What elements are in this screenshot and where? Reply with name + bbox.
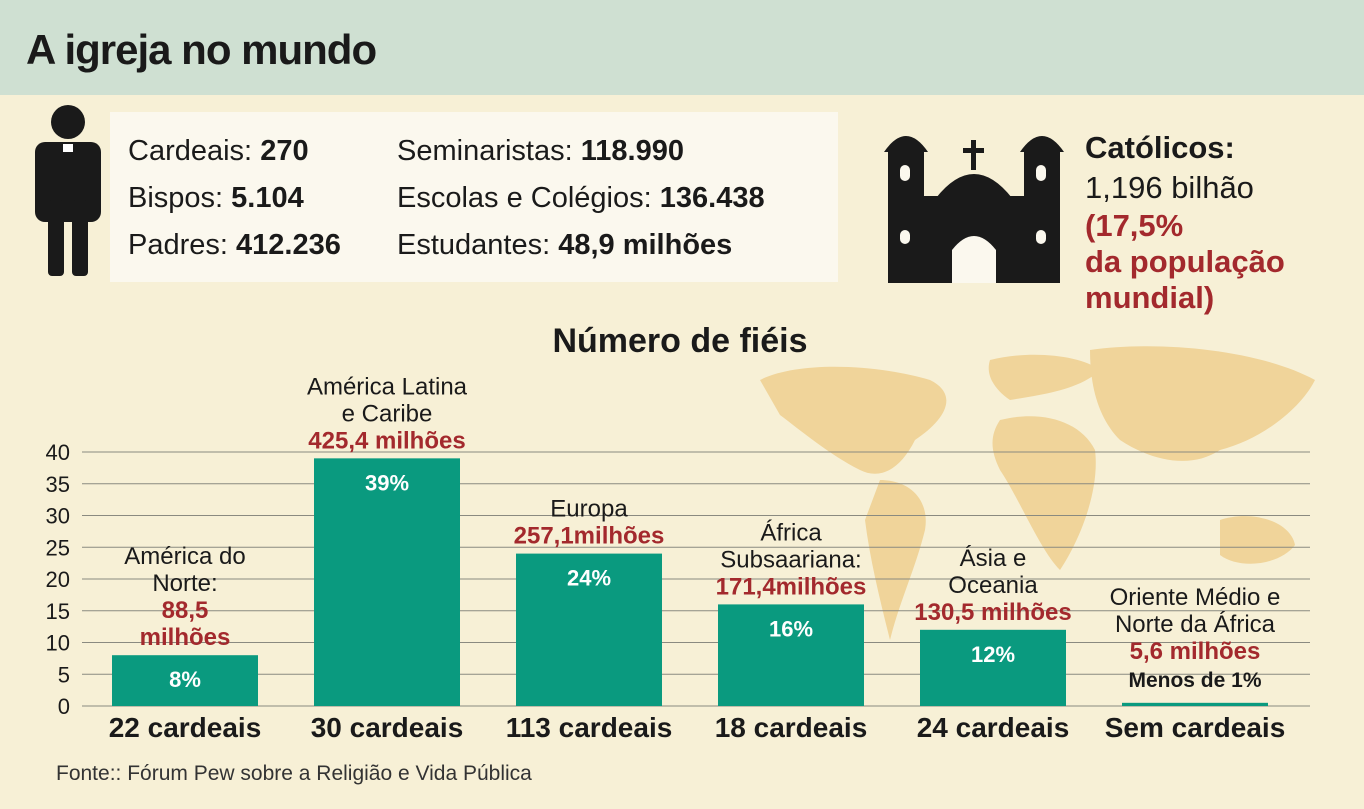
value-label: Menos de 1% bbox=[1128, 669, 1261, 692]
category-label: Oceania bbox=[948, 572, 1038, 599]
category-label: Norte da África bbox=[1115, 611, 1276, 638]
share-line: (17,5% bbox=[1085, 208, 1184, 243]
x-tick-label: 30 cardeais bbox=[311, 712, 464, 743]
value-label: 12% bbox=[971, 642, 1015, 667]
catholics: Católicos: 1,196 bilhão (17,5% da populaç… bbox=[1085, 128, 1285, 316]
stat-value: 5.104 bbox=[231, 182, 304, 214]
y-tick-label: 20 bbox=[46, 567, 70, 592]
source: Fonte:: Fórum Pew sobre a Religião e Vid… bbox=[56, 762, 532, 785]
population-label: milhões bbox=[140, 624, 231, 651]
category-label: Europa bbox=[550, 496, 628, 523]
bar bbox=[1122, 702, 1268, 706]
stat-label: Cardeais: bbox=[128, 135, 253, 167]
bar bbox=[516, 553, 662, 706]
y-tick-label: 30 bbox=[46, 504, 70, 529]
x-tick-label: 22 cardeais bbox=[109, 712, 262, 743]
population-label: 88,5 bbox=[162, 597, 209, 624]
stat-value: 270 bbox=[260, 135, 309, 167]
value-label: 24% bbox=[567, 566, 611, 591]
stat-label: Estudantes: bbox=[397, 229, 551, 261]
category-label: Ásia e bbox=[960, 545, 1027, 572]
bar bbox=[920, 629, 1066, 706]
category-label: África bbox=[760, 519, 822, 546]
stat-value: 412.236 bbox=[236, 229, 341, 261]
y-tick-label: 40 bbox=[46, 440, 70, 465]
share-line: da população bbox=[1085, 244, 1285, 279]
bar bbox=[314, 458, 460, 706]
y-tick-label: 0 bbox=[58, 694, 70, 719]
bar bbox=[112, 655, 258, 706]
stat-value: 48,9 milhões bbox=[558, 229, 733, 261]
y-tick-label: 15 bbox=[46, 599, 70, 624]
stat-row: Estudantes: 48,9 milhões bbox=[397, 222, 765, 269]
stat-label: Escolas e Colégios: bbox=[397, 182, 652, 214]
y-tick-label: 5 bbox=[58, 662, 70, 687]
category-label: Subsaariana: bbox=[720, 546, 861, 573]
stats-column: Cardeais: 270 Bispos: 5.104 Padres: 412.23… bbox=[128, 128, 341, 269]
category-label: e Caribe bbox=[342, 400, 433, 427]
y-tick-label: 10 bbox=[46, 631, 70, 656]
value-label: 8% bbox=[169, 667, 201, 692]
title: A igreja no mundo bbox=[26, 26, 377, 73]
stat-value: 118.990 bbox=[580, 135, 684, 167]
church-icon bbox=[884, 136, 1064, 283]
bar bbox=[718, 604, 864, 706]
y-tick-label: 25 bbox=[46, 535, 70, 560]
y-tick-label: 35 bbox=[46, 472, 70, 497]
priest-icon bbox=[35, 105, 101, 276]
header: A igreja no mundo bbox=[0, 0, 1364, 95]
stat-value: 136.438 bbox=[659, 182, 765, 214]
category-label: América Latina bbox=[307, 373, 468, 400]
catholics-heading: Católicos: bbox=[1085, 130, 1235, 165]
world-map bbox=[760, 346, 1315, 640]
population-label: 130,5 milhões bbox=[914, 599, 1071, 626]
category-label: Norte: bbox=[152, 570, 217, 597]
value-label: 39% bbox=[365, 470, 409, 495]
x-tick-label: 18 cardeais bbox=[715, 712, 868, 743]
stat-label: Seminaristas: bbox=[397, 135, 573, 167]
population-label: 5,6 milhões bbox=[1130, 638, 1261, 665]
catholics-share: (17,5% da população mundial) bbox=[1085, 208, 1285, 316]
stat-row: Seminaristas: 118.990 bbox=[397, 128, 765, 175]
chart-title: Número de fiéis bbox=[552, 322, 807, 360]
population-label: 171,4milhões bbox=[716, 573, 867, 600]
x-tick-label: 113 cardeais bbox=[506, 712, 673, 743]
population-label: 257,1milhões bbox=[514, 523, 665, 550]
stat-label: Padres: bbox=[128, 229, 228, 261]
share-line: mundial) bbox=[1085, 280, 1215, 315]
stat-row: Escolas e Colégios: 136.438 bbox=[397, 175, 765, 222]
stat-label: Bispos: bbox=[128, 182, 224, 214]
x-tick-label: 24 cardeais bbox=[917, 712, 1070, 743]
population-label: 425,4 milhões bbox=[308, 427, 465, 454]
value-label: 16% bbox=[769, 616, 813, 641]
category-label: América do bbox=[124, 543, 245, 570]
stats-column: Seminaristas: 118.990 Escolas e Colégios:… bbox=[397, 128, 765, 269]
stats-box: Cardeais: 270 Bispos: 5.104 Padres: 412.23… bbox=[110, 112, 838, 282]
stat-row: Bispos: 5.104 bbox=[128, 175, 341, 222]
category-label: Oriente Médio e bbox=[1110, 584, 1281, 611]
stat-row: Padres: 412.236 bbox=[128, 222, 341, 269]
stat-row: Cardeais: 270 bbox=[128, 128, 341, 175]
catholics-total: 1,196 bilhão bbox=[1085, 170, 1254, 205]
x-tick-label: Sem cardeais bbox=[1105, 712, 1286, 743]
